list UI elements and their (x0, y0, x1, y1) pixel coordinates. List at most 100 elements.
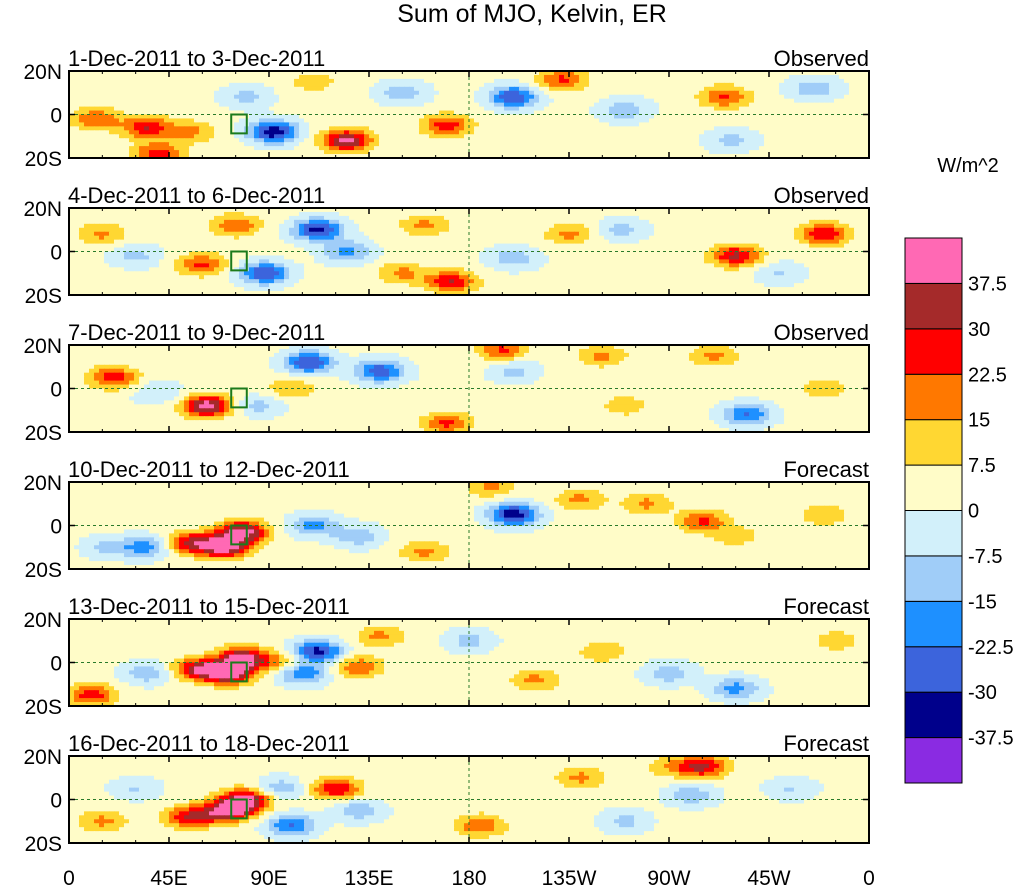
field-cell (344, 138, 350, 143)
field-cell (119, 130, 125, 135)
field-cell (109, 82, 115, 88)
field-cell (429, 122, 435, 127)
field-cell (704, 78, 710, 84)
field-cell (614, 110, 620, 116)
field-cell (574, 154, 580, 158)
field-cell (354, 114, 360, 120)
field-cell (469, 150, 475, 155)
field-cell (639, 227, 645, 233)
field-cell (754, 208, 760, 213)
field-cell (514, 102, 520, 108)
field-cell (99, 102, 105, 108)
field-cell (529, 106, 535, 112)
field-cell (734, 219, 740, 225)
field-cell (654, 118, 660, 124)
field-cell (499, 208, 505, 213)
field-cell (94, 126, 100, 131)
field-cell (619, 82, 625, 88)
field-cell (614, 82, 620, 88)
field-cell (329, 231, 335, 237)
field-cell (104, 154, 110, 158)
field-cell (729, 208, 735, 213)
field-cell (179, 78, 185, 84)
field-cell (74, 106, 80, 112)
field-cell (509, 154, 515, 158)
field-cell (864, 122, 869, 127)
field-cell (624, 211, 630, 217)
field-cell (134, 74, 140, 80)
field-cell (429, 98, 435, 104)
field-cell (399, 74, 405, 80)
field-cell (704, 94, 710, 100)
field-cell (189, 215, 195, 221)
field-cell (749, 118, 755, 124)
field-cell (259, 134, 265, 139)
field-cell (844, 142, 850, 147)
field-cell (499, 239, 505, 245)
field-cell (349, 219, 355, 225)
field-cell (409, 90, 415, 96)
field-cell (694, 78, 700, 84)
field-cell (694, 90, 700, 96)
field-cell (289, 239, 295, 245)
field-cell (239, 208, 245, 213)
field-cell (264, 102, 270, 108)
field-cell (339, 90, 345, 96)
field-cell (384, 110, 390, 116)
field-cell (249, 86, 255, 92)
field-cell (839, 86, 845, 92)
field-cell (704, 122, 710, 127)
field-cell (529, 78, 535, 84)
field-cell (659, 211, 665, 217)
field-cell (344, 122, 350, 127)
field-cell (519, 211, 525, 217)
field-cell (194, 208, 200, 213)
field-cell (399, 239, 405, 245)
field-cell (604, 219, 610, 225)
field-cell (769, 122, 775, 127)
field-cell (689, 142, 695, 147)
field-cell (429, 211, 435, 217)
field-cell (304, 235, 310, 241)
field-cell (819, 82, 825, 88)
field-cell (809, 102, 815, 108)
field-cell (719, 235, 725, 241)
field-cell (604, 114, 610, 120)
field-cell (624, 86, 630, 92)
field-cell (124, 231, 130, 237)
field-cell (124, 102, 130, 108)
field-cell (349, 90, 355, 96)
field-cell (554, 122, 560, 127)
field-cell (474, 138, 480, 143)
field-cell (269, 130, 275, 135)
field-cell (539, 208, 545, 213)
field-cell (379, 126, 385, 131)
field-cell (754, 78, 760, 84)
field-cell (734, 106, 740, 112)
field-cell (74, 122, 80, 127)
field-cell (334, 227, 340, 233)
field-cell (859, 223, 865, 229)
field-cell (579, 208, 585, 213)
field-cell (779, 150, 785, 155)
field-cell (819, 110, 825, 116)
field-cell (224, 114, 230, 120)
field-cell (164, 98, 170, 104)
field-cell (569, 134, 575, 139)
field-cell (524, 94, 530, 100)
field-cell (174, 122, 180, 127)
field-cell (594, 106, 600, 112)
field-cell (464, 78, 470, 84)
field-cell (794, 223, 800, 229)
field-cell (199, 102, 205, 108)
field-cell (349, 154, 355, 158)
field-cell (149, 110, 155, 116)
field-cell (79, 106, 85, 112)
field-cell (544, 223, 550, 229)
field-cell (564, 130, 570, 135)
field-cell (449, 90, 455, 96)
field-cell (509, 98, 515, 104)
field-cell (159, 235, 165, 241)
field-cell (199, 126, 205, 131)
field-cell (524, 126, 530, 131)
